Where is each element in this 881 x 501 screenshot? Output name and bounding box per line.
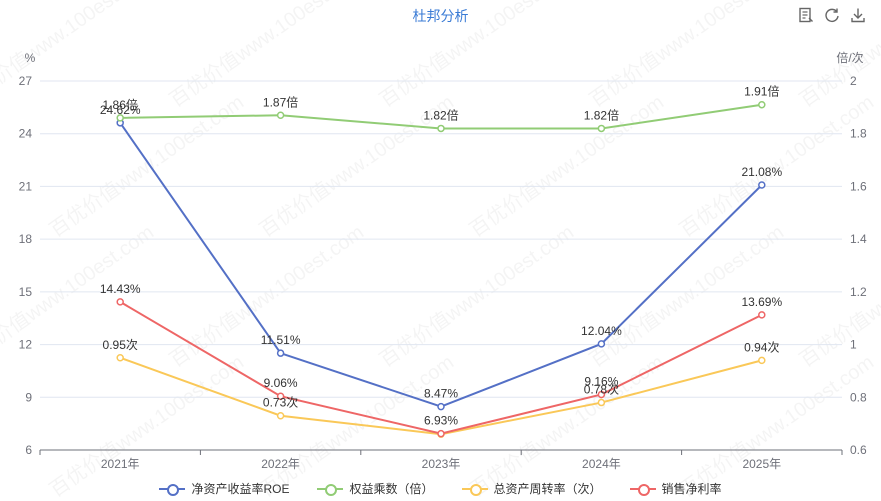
y-left-tick-label: 27 <box>19 74 33 88</box>
series-layer <box>116 100 766 438</box>
data-label: 1.82倍 <box>584 107 619 122</box>
chart-title: 杜邦分析 <box>412 8 469 24</box>
grid-lines <box>40 80 842 451</box>
data-label: 1.87倍 <box>263 94 298 109</box>
data-label: 8.47% <box>424 387 458 401</box>
legend-label: 销售净利率 <box>661 482 722 496</box>
data-view-icon[interactable] <box>797 6 815 24</box>
data-point[interactable] <box>276 111 285 120</box>
data-label: 0.73次 <box>263 396 298 410</box>
x-tick-label: 2023年 <box>422 457 461 471</box>
series-line-0 <box>119 122 763 408</box>
toolbox <box>797 6 867 24</box>
data-point[interactable] <box>758 100 766 109</box>
data-labels: 24.62% 11.51% 8.47% 12.04% 21.08% 1.86倍 1.87倍 1… <box>100 84 783 428</box>
y-right-tick-label: 1 <box>850 338 857 352</box>
y-left-tick-label: 12 <box>19 338 33 352</box>
data-point[interactable] <box>116 114 124 122</box>
data-label: 9.06% <box>264 376 298 390</box>
data-point[interactable] <box>597 398 606 407</box>
y-right-unit: 倍/次 <box>836 50 863 65</box>
data-point[interactable] <box>437 402 445 411</box>
axes: 6 9 12 15 18 21 24 27 0.6 0.8 1 1.2 1.4 1.6 1.8 2% 倍/次 20… <box>19 50 867 471</box>
legend-swatch <box>317 483 344 496</box>
refresh-icon[interactable] <box>823 6 841 24</box>
data-point[interactable] <box>276 411 285 420</box>
legend-swatch <box>461 483 488 496</box>
data-point[interactable] <box>276 349 285 357</box>
data-label: 13.69% <box>741 295 782 309</box>
y-right-tick-label: 2 <box>850 74 857 88</box>
data-point[interactable] <box>437 124 445 133</box>
data-label: 0.78次 <box>584 383 619 397</box>
y-right-tick-label: 1.8 <box>850 127 867 141</box>
y-left-tick-label: 6 <box>25 443 32 457</box>
y-left-tick-label: 21 <box>19 179 33 193</box>
x-tick-label: 2021年 <box>101 457 140 471</box>
y-left-unit: % <box>25 51 36 65</box>
x-tick-label: 2022年 <box>261 457 300 471</box>
legend-label: 净资产收益率ROE <box>191 482 290 496</box>
data-label: 1.82倍 <box>423 107 458 122</box>
y-right-tick-label: 1.4 <box>850 232 867 246</box>
x-tick-label: 2025年 <box>742 457 781 471</box>
data-label: 0.95次 <box>103 338 138 352</box>
data-label: 1.91倍 <box>744 84 779 99</box>
y-left-tick-label: 9 <box>25 390 32 404</box>
data-point[interactable] <box>597 340 606 348</box>
legend-label: 权益乘数（倍） <box>349 482 434 496</box>
legend-swatch <box>629 483 656 496</box>
legend-item[interactable]: 总资产周转率（次） <box>461 480 602 497</box>
legend-item[interactable]: 净资产收益率ROE <box>159 480 289 497</box>
data-label: 1.86倍 <box>103 97 138 112</box>
data-label: 9.16% <box>584 374 618 388</box>
data-label: 14.43% <box>100 282 141 296</box>
legend-item[interactable]: 权益乘数（倍） <box>317 480 434 497</box>
y-right-tick-label: 1.2 <box>850 285 867 299</box>
legend-label: 总资产周转率（次） <box>493 482 602 496</box>
data-label: 6.93% <box>424 414 458 428</box>
data-point[interactable] <box>758 356 766 365</box>
legend-item[interactable]: 销售净利率 <box>629 480 722 497</box>
y-left-tick-label: 15 <box>19 285 33 299</box>
data-label: 12.04% <box>581 324 622 338</box>
data-point[interactable] <box>116 298 124 306</box>
y-left-tick-label: 24 <box>19 127 33 141</box>
data-label: 0.94次 <box>744 340 779 354</box>
x-tick-label: 2024年 <box>582 457 621 471</box>
y-left-tick-label: 18 <box>19 232 33 246</box>
download-icon[interactable] <box>849 6 867 24</box>
legend-swatch <box>159 483 186 496</box>
data-point[interactable] <box>276 392 285 400</box>
legend: 净资产收益率ROE 权益乘数（倍） 总资产周转率（次） 销售净利率 <box>0 480 881 497</box>
data-label: 11.51% <box>261 333 301 347</box>
y-right-tick-label: 0.6 <box>850 443 867 457</box>
data-label: 24.62% <box>100 103 141 117</box>
y-right-tick-label: 1.6 <box>850 179 867 193</box>
data-label: 21.08% <box>741 165 782 179</box>
data-point[interactable] <box>597 124 606 133</box>
data-point[interactable] <box>597 390 606 399</box>
data-point[interactable] <box>437 429 445 438</box>
y-right-tick-label: 0.8 <box>850 390 867 404</box>
data-point[interactable] <box>758 181 766 189</box>
data-point[interactable] <box>116 354 124 362</box>
data-point[interactable] <box>758 311 766 319</box>
